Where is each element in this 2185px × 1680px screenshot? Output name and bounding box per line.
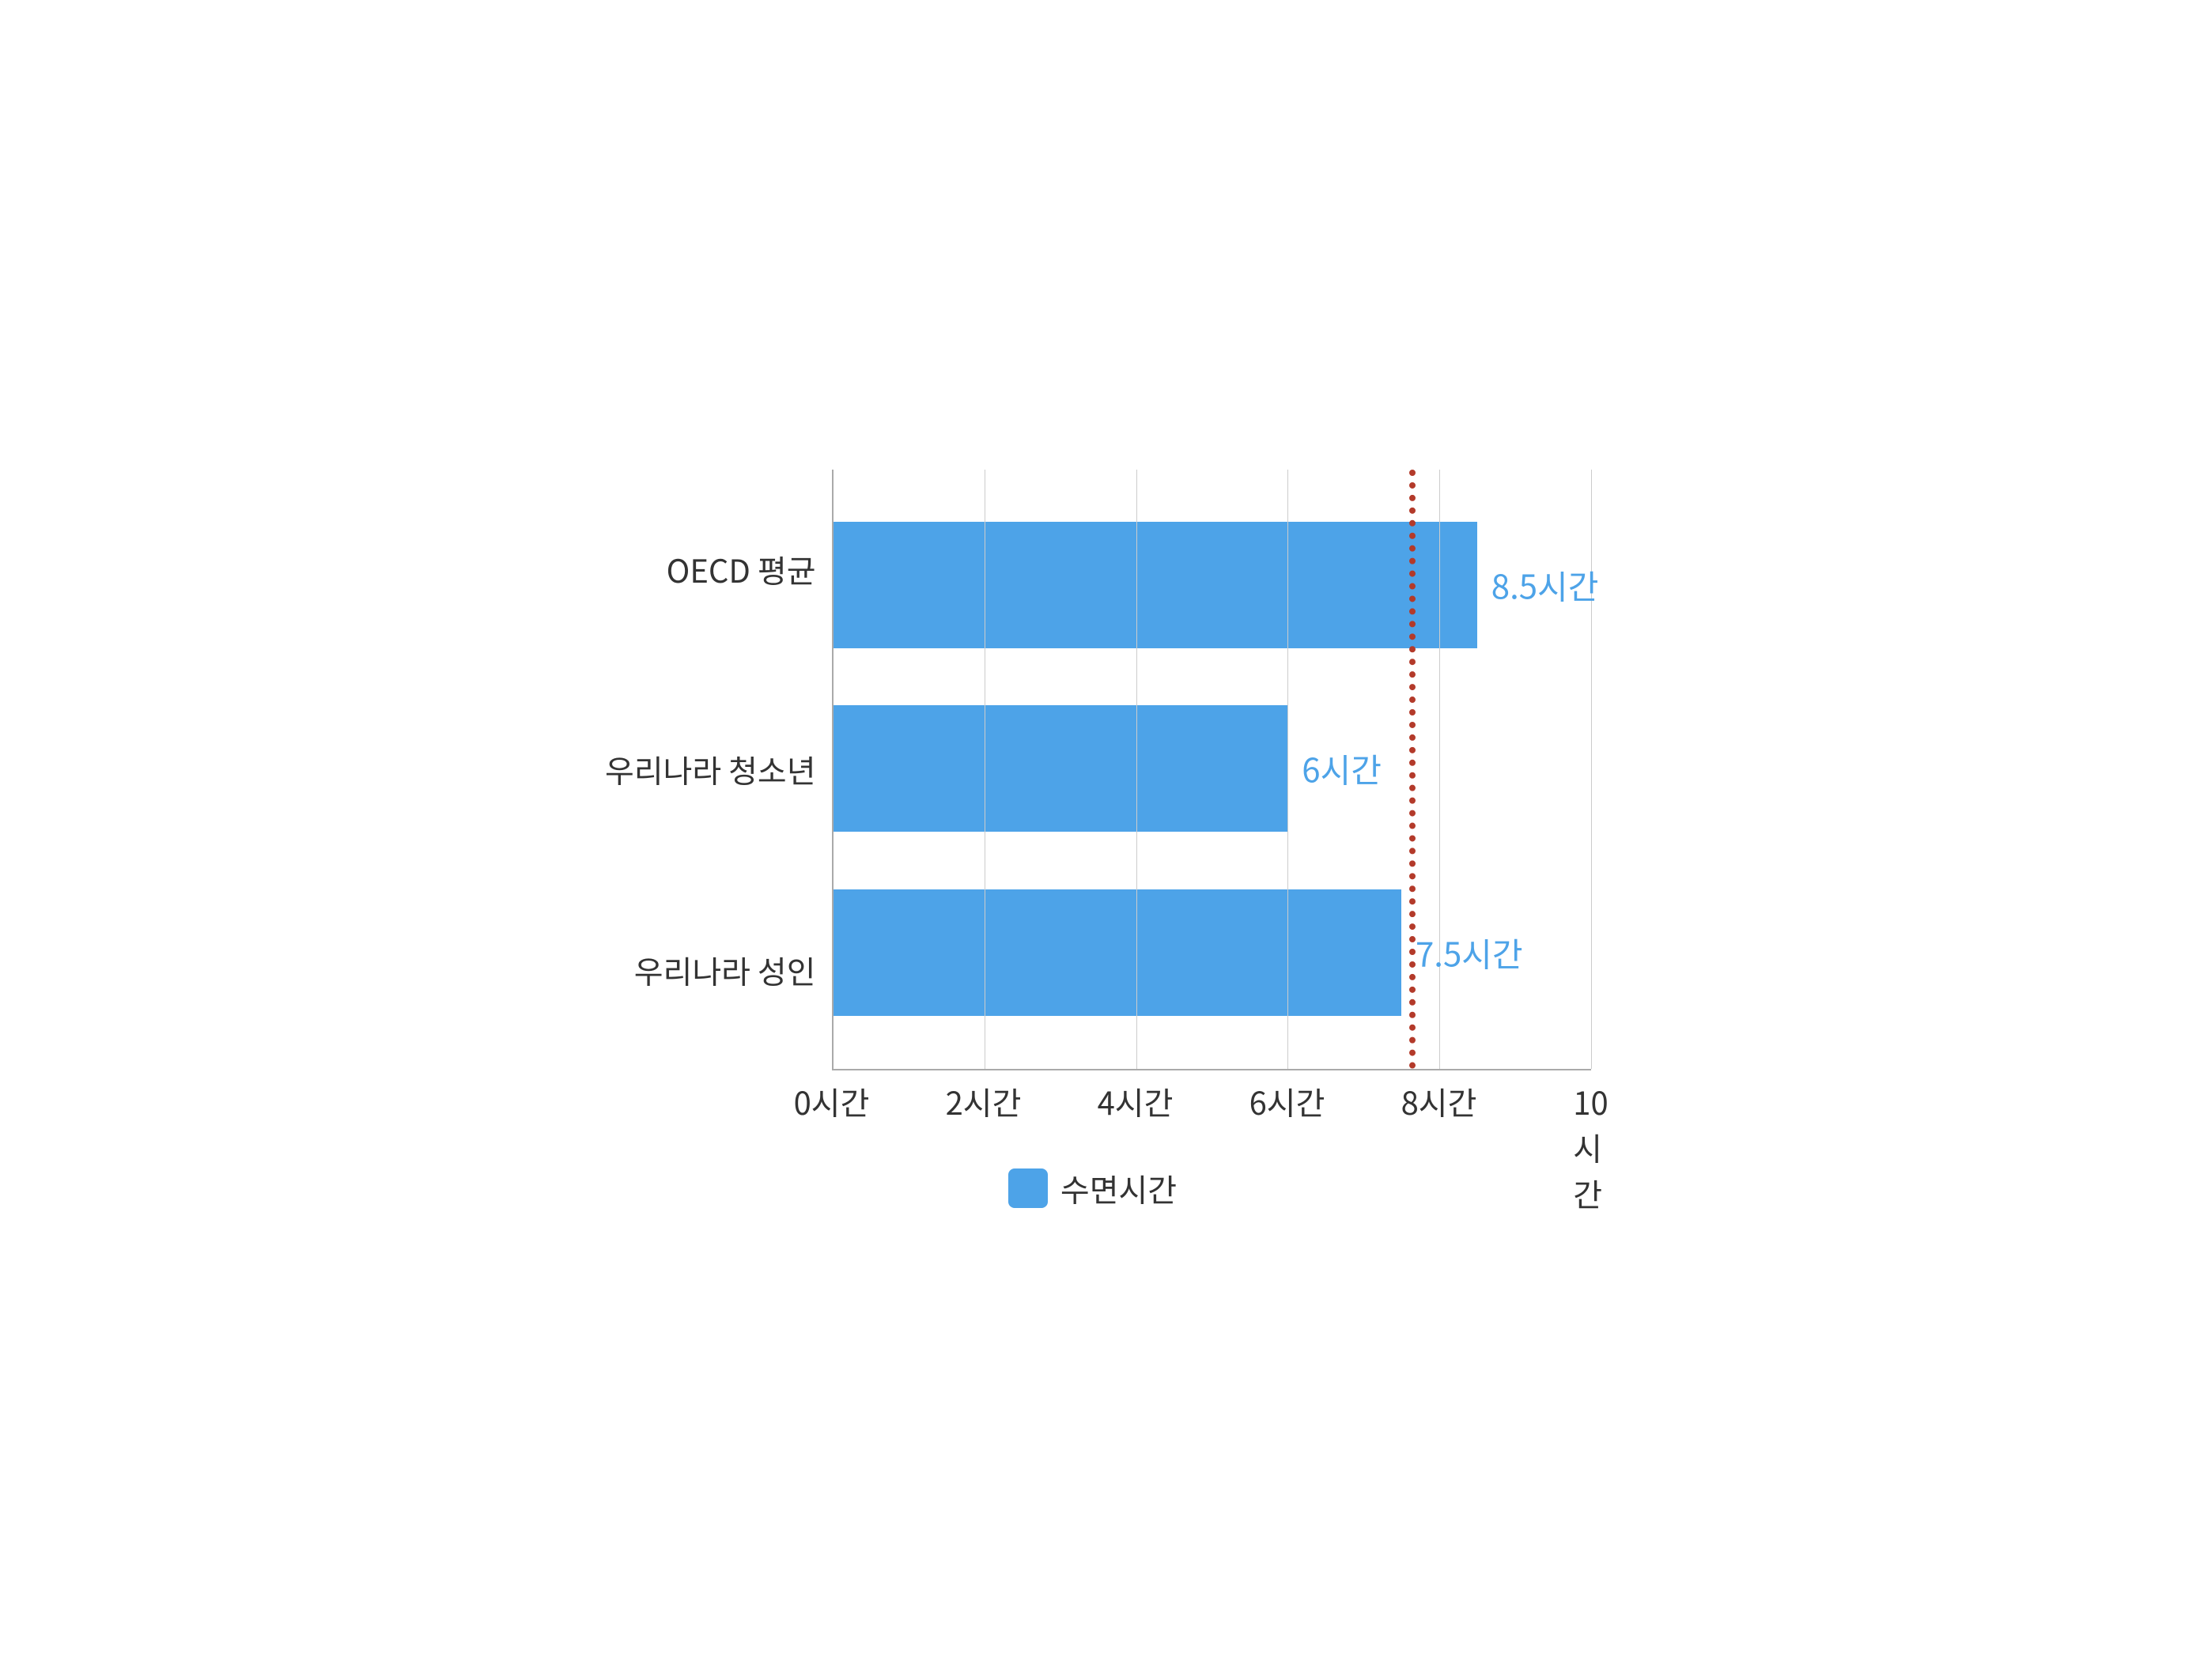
x-tick-label: 4시간 bbox=[1098, 1078, 1174, 1124]
bar-value-adult: 7.5시간 bbox=[1416, 929, 1523, 977]
grid-line bbox=[1136, 470, 1137, 1069]
y-axis-labels: OECD 평균 우리나라 청소년 우리나라 성인 bbox=[595, 470, 832, 1070]
bar-row-oecd: 8.5시간 bbox=[834, 522, 1591, 648]
plot-area: 8.5시간 6시간 7.5시간 bbox=[832, 470, 1591, 1070]
y-label-adult: 우리나라 성인 bbox=[595, 891, 816, 1049]
legend-label: 수면시간 bbox=[1060, 1165, 1177, 1211]
reference-line bbox=[1409, 470, 1416, 1069]
x-tick-label: 8시간 bbox=[1401, 1078, 1477, 1124]
y-label-youth: 우리나라 청소년 bbox=[595, 690, 816, 848]
bar-value-youth: 6시간 bbox=[1302, 745, 1382, 793]
bar-youth: 6시간 bbox=[834, 705, 1288, 832]
y-label-oecd: OECD 평균 bbox=[595, 490, 816, 648]
bar-adult: 7.5시간 bbox=[834, 889, 1402, 1016]
x-tick-label: 0시간 bbox=[794, 1078, 870, 1124]
bars-container: 8.5시간 6시간 7.5시간 bbox=[834, 470, 1591, 1069]
grid-line bbox=[1591, 470, 1592, 1069]
chart-area: OECD 평균 우리나라 청소년 우리나라 성인 8.5시간 6시간 bbox=[595, 470, 1591, 1070]
grid-line bbox=[1287, 470, 1288, 1069]
sleep-hours-chart: OECD 평균 우리나라 청소년 우리나라 성인 8.5시간 6시간 bbox=[595, 470, 1591, 1211]
legend: 수면시간 bbox=[595, 1165, 1591, 1211]
bar-row-adult: 7.5시간 bbox=[834, 889, 1591, 1016]
bar-value-oecd: 8.5시간 bbox=[1491, 561, 1599, 609]
x-tick-label: 2시간 bbox=[946, 1078, 1022, 1124]
x-tick-label: 6시간 bbox=[1249, 1078, 1325, 1124]
x-tick-label: 10시간 bbox=[1573, 1078, 1608, 1216]
x-axis: 0시간2시간4시간6시간8시간10시간 bbox=[832, 1070, 1591, 1118]
bar-row-youth: 6시간 bbox=[834, 705, 1591, 832]
legend-swatch bbox=[1008, 1168, 1048, 1208]
grid-line bbox=[1439, 470, 1440, 1069]
bar-oecd: 8.5시간 bbox=[834, 522, 1477, 648]
